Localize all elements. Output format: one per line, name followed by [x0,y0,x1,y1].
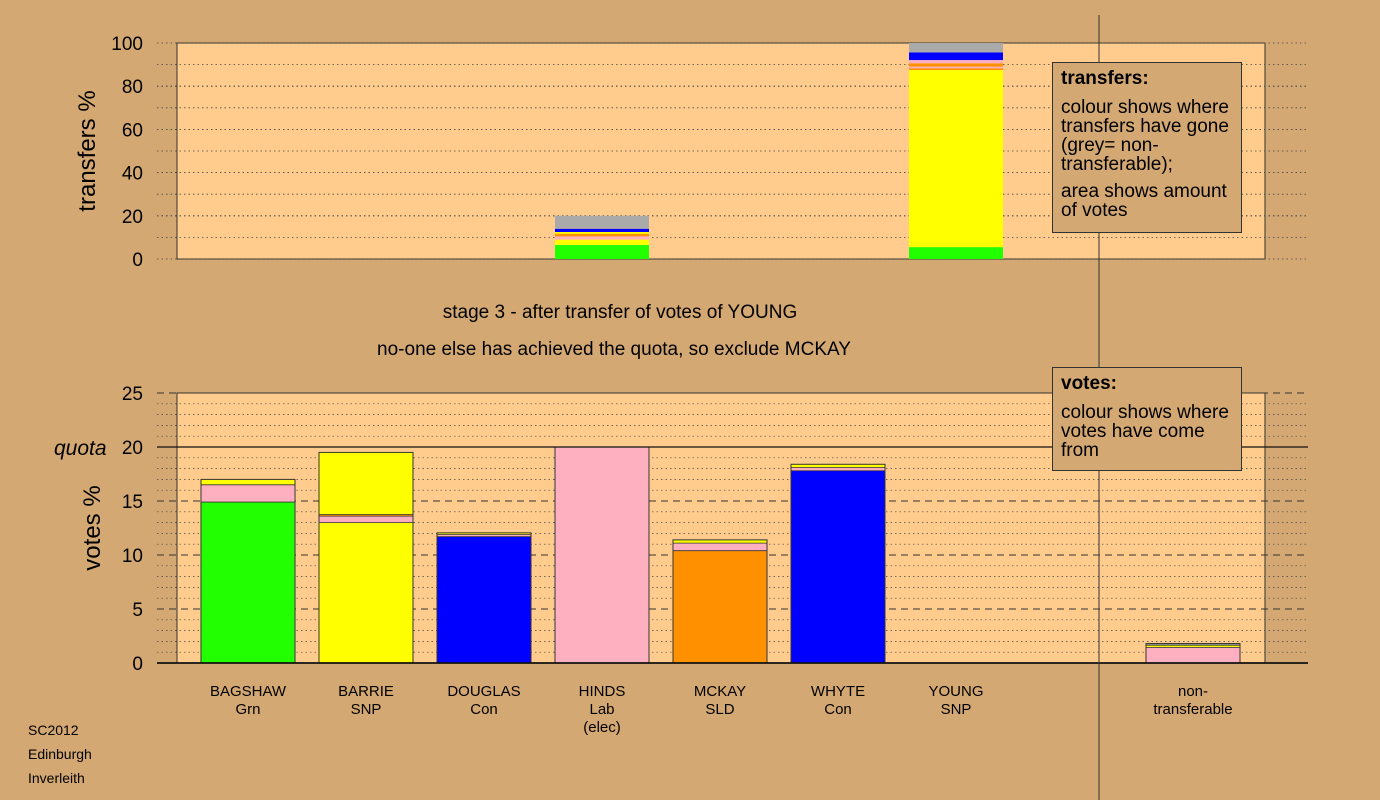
election-label: SC2012 [28,722,79,738]
transfer-segment [909,66,1003,69]
candidate-label: non-transferable [1153,683,1232,718]
stage-title: stage 3 - after transfer of votes of YOU… [443,302,797,323]
vote-segment [437,534,531,537]
votes-legend-colour-note: colour shows where votes have come from [1061,402,1229,461]
votes-tick-label: 20 [122,438,143,459]
transfer-segment [909,70,1003,248]
vote-segment [437,532,531,535]
transfers-y-axis-label: transfers % [74,90,101,211]
transfers-legend-colour-note: colour shows where transfers have gone (… [1061,97,1229,175]
transfers-tick-label: 0 [132,250,143,271]
candidate-label: DOUGLAS Con [447,683,520,718]
vote-segment [673,543,767,551]
vote-segment [791,464,885,468]
candidate-label: BARRIE SNP [338,683,394,718]
vote-segment [319,516,413,523]
transfers-tick-label: 80 [122,77,143,98]
transfer-segment [909,43,1003,53]
transfer-segment [909,60,1003,64]
votes-tick-label: 0 [132,654,143,675]
transfers-tick-label: 40 [122,164,143,185]
vote-segment [1146,647,1240,663]
transfer-segment [555,232,649,234]
transfer-segment [909,63,1003,67]
vote-segment [201,502,295,663]
transfers-legend-area-note: area shows amount of votes [1061,181,1227,221]
candidate-label: HINDS Lab (elec) [579,683,626,736]
footer-info: SC2012 Edinburgh Inverleith [28,718,92,790]
votes-tick-label: 15 [122,492,143,513]
vote-segment [673,550,767,663]
votes-tick-label: 10 [122,546,143,567]
vote-segment [1146,643,1240,646]
candidate-label: YOUNG SNP [928,683,983,718]
transfer-segment [909,247,1003,259]
transfers-legend: transfers: colour shows where transfers … [1052,62,1242,233]
transfer-segment [909,52,1003,61]
vote-segment [1146,645,1240,648]
transfers-tick-label: 100 [111,34,143,55]
stage-subtitle: no-one else has achieved the quota, so e… [377,339,851,360]
vote-segment [791,470,885,663]
transfers-tick-label: 20 [122,207,143,228]
transfer-segment [555,228,649,232]
transfer-segment [555,215,649,229]
transfer-segment [555,244,649,259]
council-label: Edinburgh [28,746,92,762]
vote-segment [201,479,295,485]
quota-label: quota [54,437,107,460]
vote-segment [201,484,295,503]
candidate-label: BAGSHAW Grn [210,683,287,718]
votes-legend-title: votes: [1061,373,1117,394]
votes-y-axis-label: votes % [79,485,106,570]
vote-segment [319,522,413,663]
transfer-segment [555,239,649,245]
vote-segment [319,514,413,517]
votes-tick-label: 25 [122,384,143,405]
vote-segment [437,536,531,663]
candidate-label: MCKAY SLD [694,683,746,718]
vote-segment [555,447,649,663]
votes-legend: votes: colour shows where votes have com… [1052,367,1242,471]
vote-segment [791,467,885,471]
votes-tick-label: 5 [132,600,143,621]
transfer-segment [555,236,649,240]
transfers-legend-title: transfers: [1061,68,1149,89]
vote-segment [319,452,413,515]
ward-label: Inverleith [28,770,85,786]
transfer-segment [909,68,1003,70]
transfer-segment [555,233,649,237]
candidate-label: WHYTE Con [811,683,865,718]
vote-segment [673,539,767,544]
transfers-tick-label: 60 [122,120,143,141]
